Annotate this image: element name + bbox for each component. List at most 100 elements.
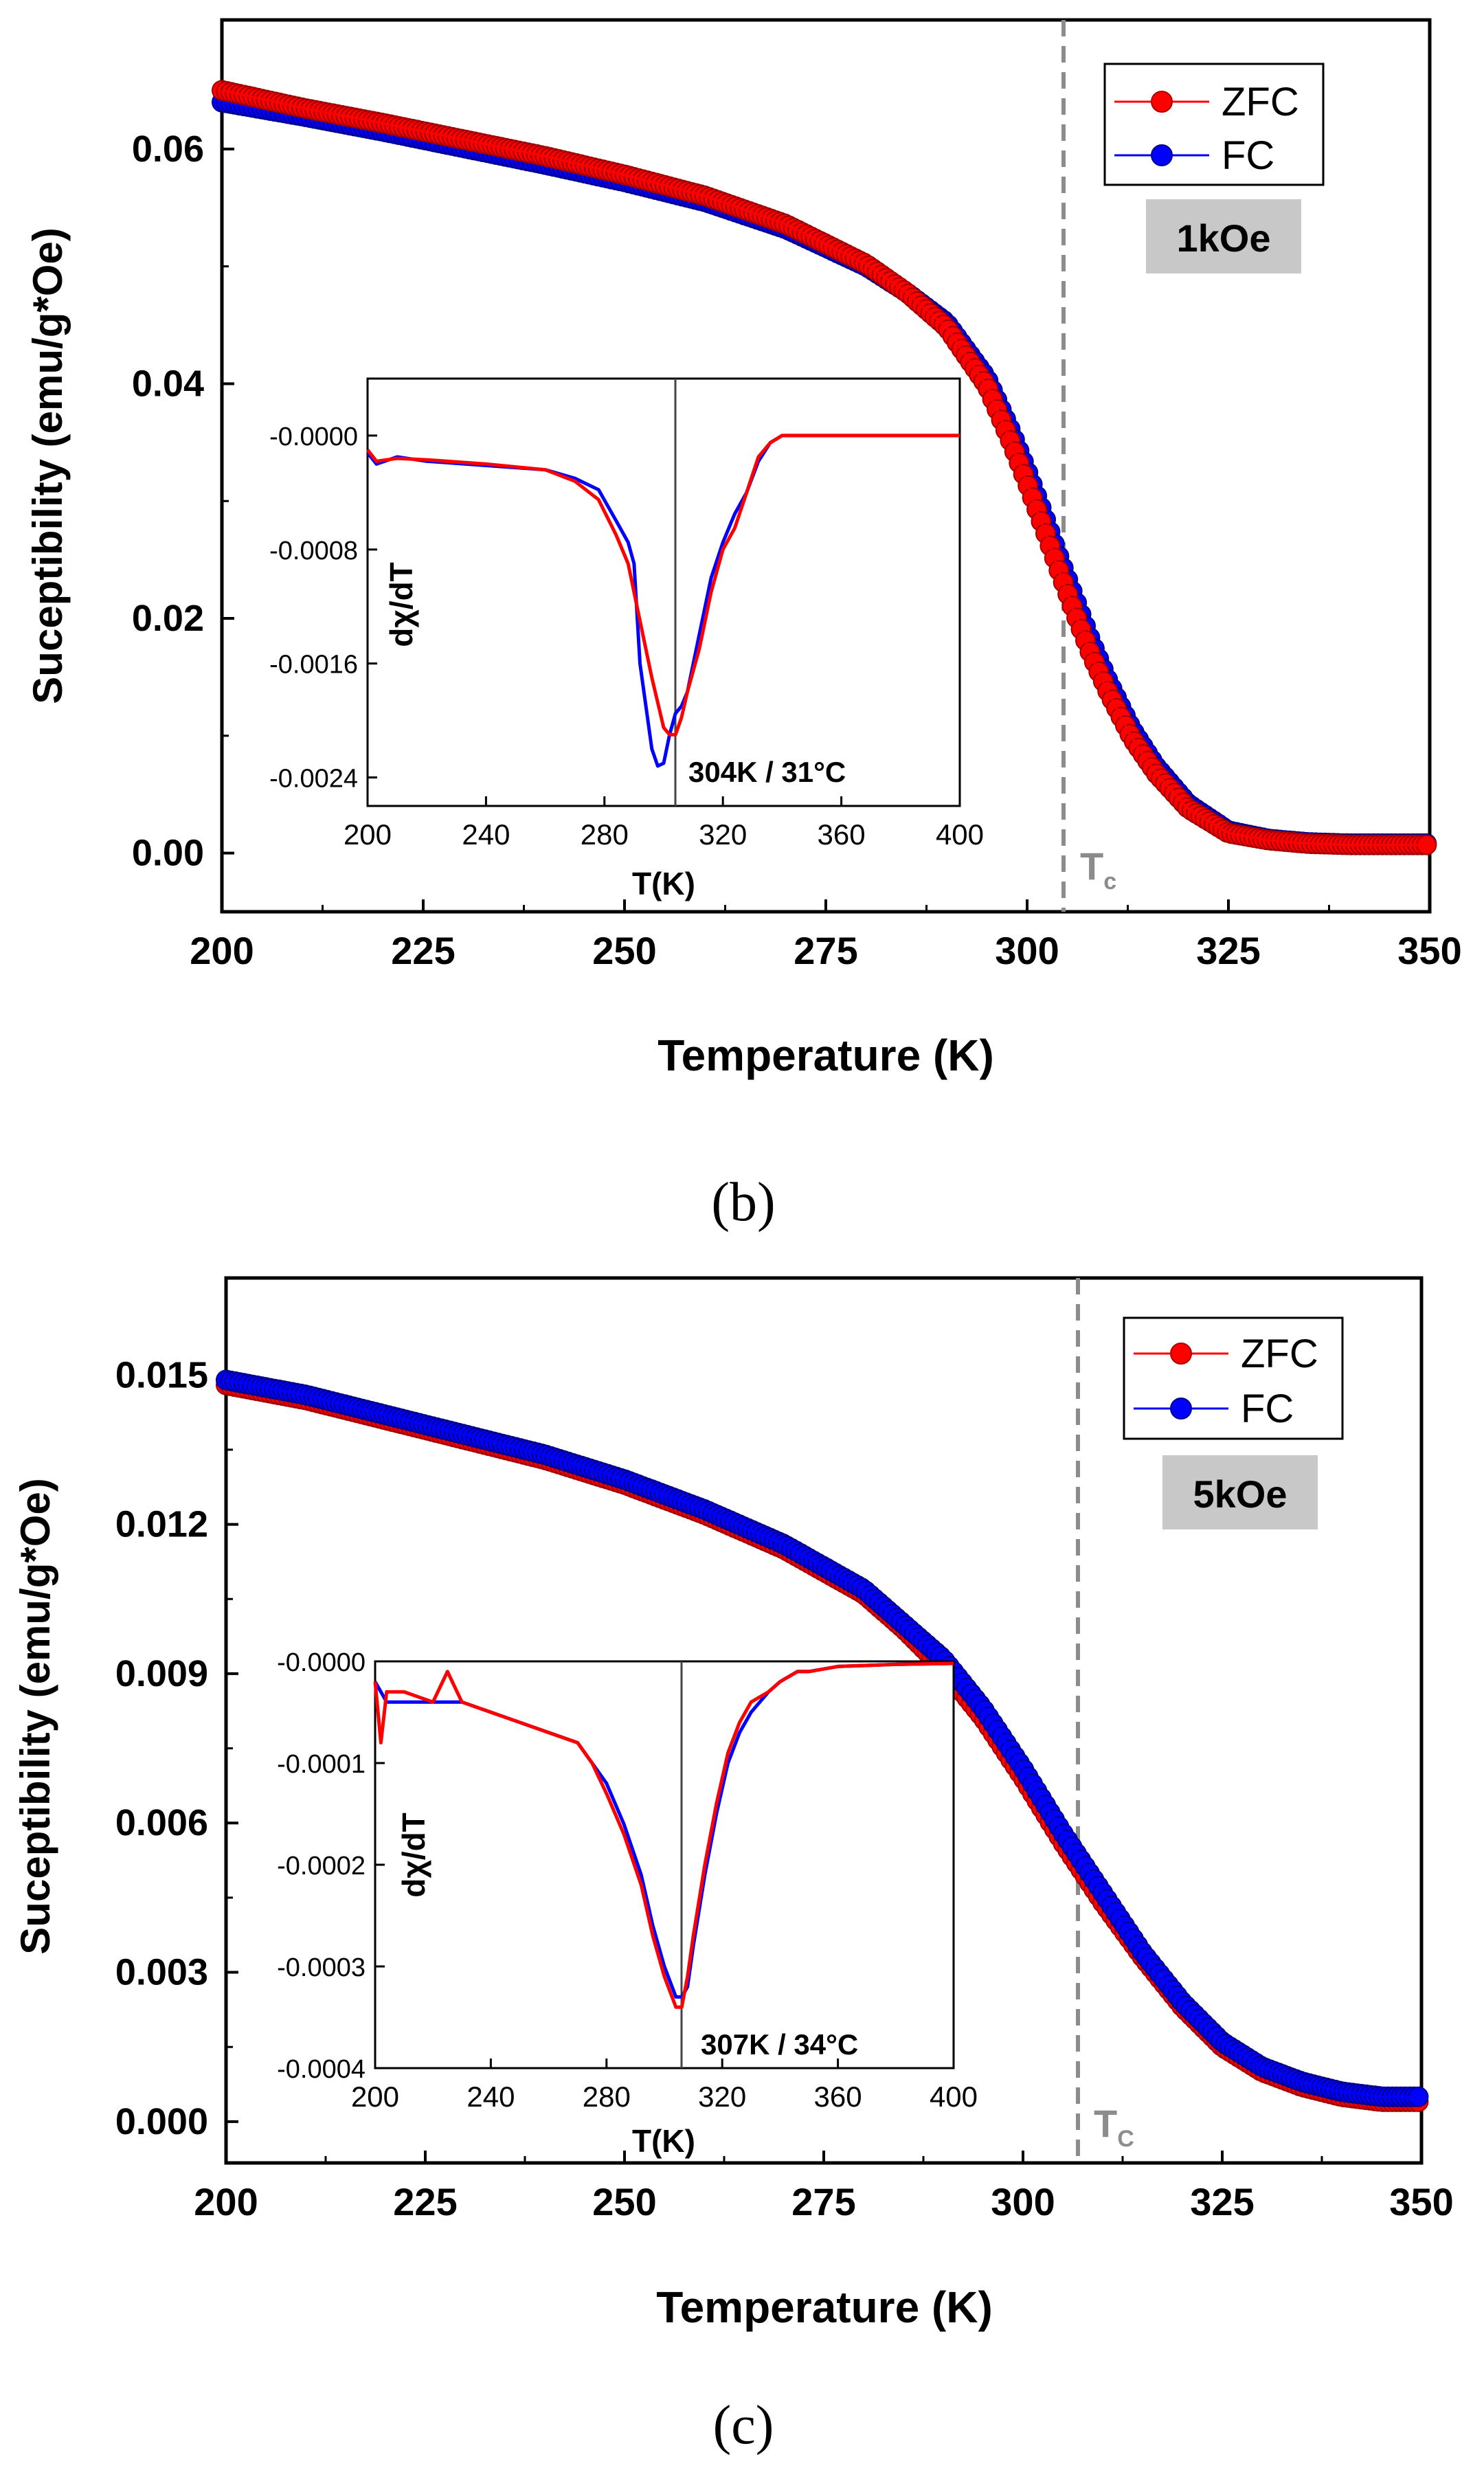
inset-line-zfc xyxy=(373,1661,954,2009)
y-tick-label: 0.015 xyxy=(115,1354,208,1395)
panel-c-legend-fc-label: FC xyxy=(1241,1387,1294,1431)
panel-b-inset-x-axis-title: T(K) xyxy=(632,866,695,901)
y-tick-label: 0.02 xyxy=(132,598,204,639)
x-tick-label: 275 xyxy=(794,929,857,972)
y-tick-label: 0.00 xyxy=(132,833,204,874)
inset-y-tick-label: -0.0003 xyxy=(277,1953,366,1982)
x-tick-label: 300 xyxy=(995,929,1059,972)
panel-b-x-ticks: 200 225 250 275 300 325 350 xyxy=(190,899,1462,972)
panel-b-field-label: 1kOe xyxy=(1177,216,1271,260)
panel-c-legend-box xyxy=(1123,1316,1344,1440)
panel-c-data-series xyxy=(216,1369,1429,2112)
inset-x-tick-label: 360 xyxy=(814,2080,862,2113)
panel-b-inset-frame xyxy=(366,377,961,807)
series-zfc xyxy=(212,80,1437,855)
panel-b-y-axis-title: Suceptibility (emu/g*Oe) xyxy=(25,227,71,704)
panel-b-data-series xyxy=(212,80,1437,855)
panel-b-legend: ZFC FC xyxy=(1103,63,1325,186)
inset-y-tick-label: -0.0004 xyxy=(277,2055,366,2084)
inset-x-tick-label: 200 xyxy=(344,818,392,851)
x-tick-label: 350 xyxy=(1397,929,1461,972)
x-tick-label: 200 xyxy=(194,2180,258,2223)
y-tick-label: 0.006 xyxy=(115,1802,208,1843)
panel-b-field-box xyxy=(1146,199,1301,273)
panel-c-x-ticks: 200 225 250 275 300 325 350 xyxy=(194,2151,1454,2223)
y-tick-label: 0.04 xyxy=(132,363,204,404)
panel-c-legend: ZFC FC xyxy=(1123,1316,1344,1440)
x-tick-label: 325 xyxy=(1190,2180,1254,2223)
inset-y-tick-label: -0.0001 xyxy=(277,1750,366,1779)
x-tick-label: 225 xyxy=(393,2180,457,2223)
panel-c-y-ticks: 0.000 0.003 0.006 0.009 0.012 0.015 xyxy=(115,1354,238,2142)
inset-x-tick-label: 320 xyxy=(698,2080,746,2113)
inset-x-tick-label: 400 xyxy=(930,2080,978,2113)
y-tick-label: 0.003 xyxy=(115,1952,208,1993)
inset-y-tick-label: -0.0008 xyxy=(269,537,358,565)
x-tick-label: 200 xyxy=(190,929,254,972)
panel-b-inset-annotation: 304K / 31°C xyxy=(688,756,846,788)
panel-b: 0.00 0.02 0.04 0.06 200 225 250 275 300 325 350 T… xyxy=(25,18,1462,1233)
panel-b-legend-fc-label: FC xyxy=(1222,133,1274,178)
panel-b-x-axis-title: Temperature (K) xyxy=(657,1031,994,1080)
inset-x-tick-label: 240 xyxy=(462,818,510,851)
x-tick-label: 225 xyxy=(391,929,455,972)
panel-b-inset: -0.0000 -0.0008 -0.0016 -0.0024 200 240 280 32… xyxy=(269,377,984,901)
panel-b-tc-label: Tc xyxy=(1080,844,1116,895)
panel-b-letter: (b) xyxy=(711,1172,775,1233)
inset-x-tick-label: 400 xyxy=(936,818,984,851)
panel-c-y-axis-title: Suceptibility (emu/g*Oe) xyxy=(12,1478,58,1954)
panel-c-tc-label: TC xyxy=(1094,2102,1134,2152)
x-tick-label: 325 xyxy=(1196,929,1260,972)
panel-c-letter: (c) xyxy=(713,2395,774,2456)
inset-x-tick-label: 320 xyxy=(699,818,747,851)
inset-y-tick-label: -0.0000 xyxy=(277,1648,366,1677)
panel-b-legend-fc-marker xyxy=(1151,144,1173,166)
panel-b-legend-zfc-label: ZFC xyxy=(1222,80,1299,124)
panel-c-inset-x-ticks: 200 240 280 320 360 400 xyxy=(351,2058,978,2113)
panel-c-inset: -0.0000-0.0001-0.0002-0.0003-0.0004 200 2… xyxy=(277,1648,978,2159)
x-tick-label: 350 xyxy=(1389,2180,1453,2223)
inset-x-tick-label: 280 xyxy=(581,818,629,851)
inset-line-zfc xyxy=(366,434,960,737)
panel-c-inset-y-axis-title: dχ/dT xyxy=(396,1813,431,1898)
panel-b-inset-y-ticks: -0.0000 -0.0008 -0.0016 -0.0024 xyxy=(269,423,377,794)
panel-c-inset-annotation: 307K / 34°C xyxy=(701,2028,858,2061)
inset-y-tick-label: -0.0002 xyxy=(277,1852,366,1881)
inset-x-tick-label: 280 xyxy=(583,2080,631,2113)
inset-x-tick-label: 240 xyxy=(466,2080,515,2113)
panel-b-legend-box xyxy=(1103,63,1325,186)
panel-c-field-label: 5kOe xyxy=(1193,1472,1288,1516)
series-fc xyxy=(216,1369,1429,2107)
panel-c: 0.000 0.003 0.006 0.009 0.012 0.015 200 225 250… xyxy=(12,1276,1454,2456)
panel-c-legend-zfc-marker xyxy=(1170,1343,1192,1365)
x-tick-label: 300 xyxy=(991,2180,1055,2223)
panel-c-inset-frame xyxy=(374,1660,955,2069)
inset-y-tick-label: -0.0024 xyxy=(269,765,358,794)
panel-c-legend-zfc-label: ZFC xyxy=(1241,1332,1318,1376)
panel-b-legend-zfc-marker xyxy=(1151,91,1173,113)
x-tick-label: 250 xyxy=(592,929,656,972)
y-tick-label: 0.000 xyxy=(115,2101,208,2142)
panel-b-inset-y-axis-title: dχ/dT xyxy=(383,562,419,647)
panel-c-legend-fc-marker xyxy=(1170,1398,1192,1420)
y-tick-label: 0.06 xyxy=(132,128,204,170)
panel-c-inset-x-axis-title: T(K) xyxy=(632,2123,695,2159)
y-tick-label: 0.009 xyxy=(115,1653,208,1694)
x-tick-label: 250 xyxy=(592,2180,656,2223)
panel-c-x-axis-title: Temperature (K) xyxy=(656,2282,993,2332)
panel-c-field-box xyxy=(1162,1455,1318,1529)
panel-b-inset-x-ticks: 200 240 280 320 360 400 xyxy=(344,796,984,851)
panel-c-inset-series xyxy=(373,1661,954,2009)
y-tick-label: 0.012 xyxy=(115,1504,208,1545)
inset-y-tick-label: -0.0016 xyxy=(269,651,358,680)
x-tick-label: 275 xyxy=(791,2180,855,2223)
inset-x-tick-label: 360 xyxy=(818,818,866,851)
panel-b-y-ticks: 0.00 0.02 0.04 0.06 xyxy=(132,128,234,874)
inset-x-tick-label: 200 xyxy=(351,2080,399,2113)
inset-y-tick-label: -0.0000 xyxy=(269,423,358,451)
line-zfc xyxy=(221,89,1430,846)
line-fc xyxy=(225,1379,1421,2098)
panel-c-inset-y-ticks: -0.0000 -0.0001 -0.0002 -0.0003 -0.0004 xyxy=(277,1648,385,2084)
panel-b-inset-series xyxy=(366,434,960,768)
